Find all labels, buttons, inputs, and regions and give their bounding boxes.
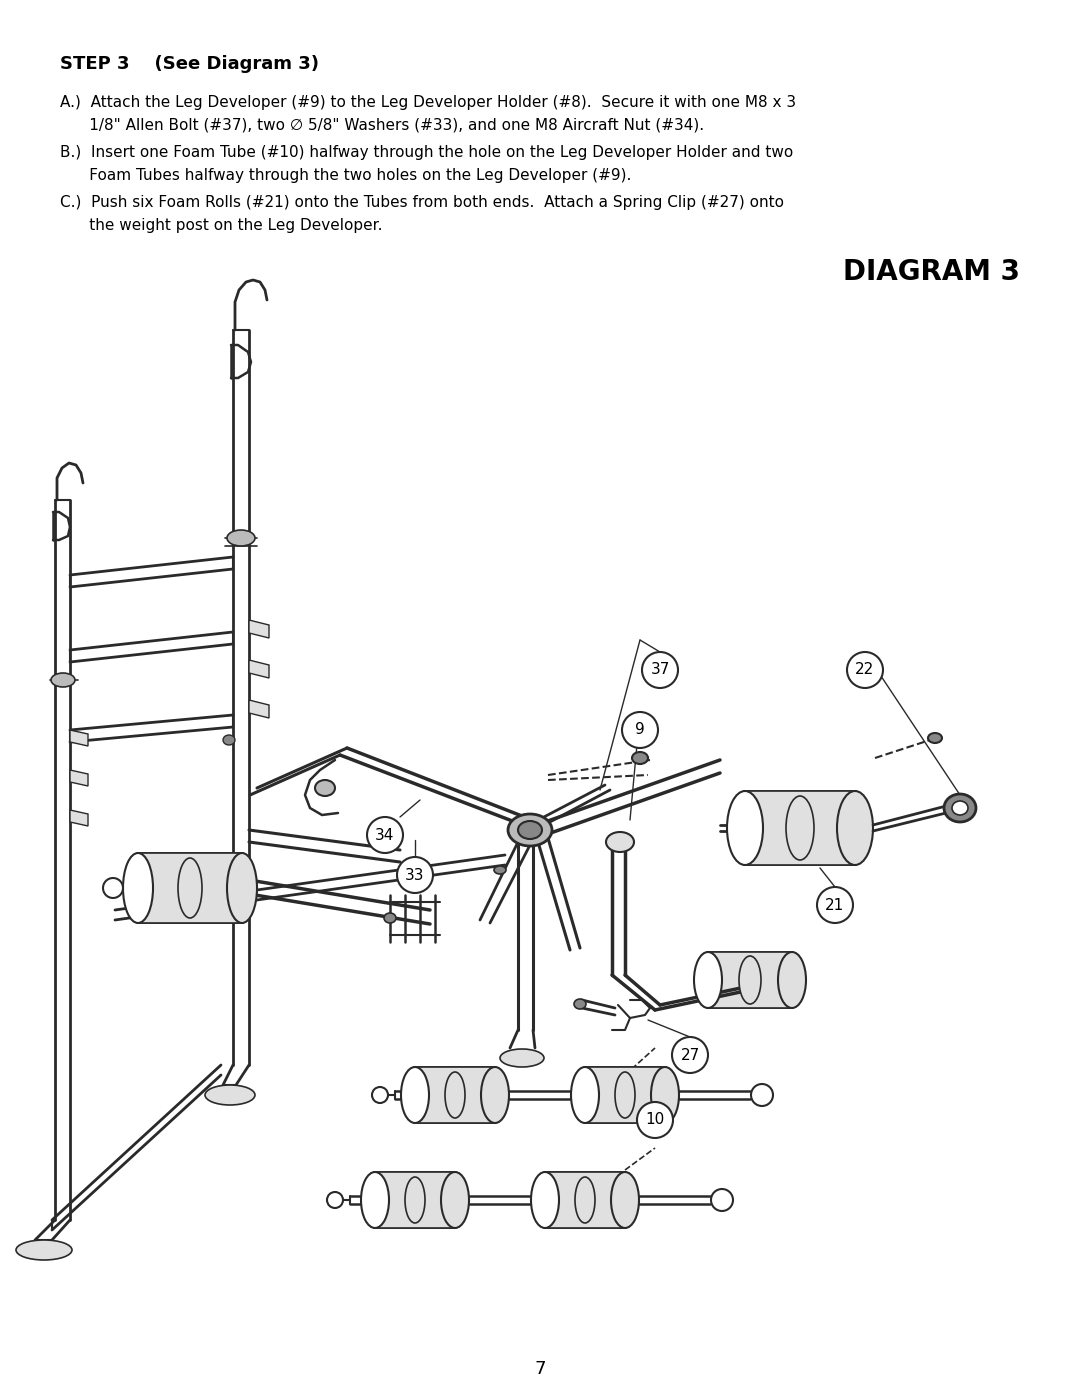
Polygon shape <box>708 951 792 1009</box>
Text: 21: 21 <box>825 897 845 912</box>
Ellipse shape <box>751 1084 773 1106</box>
Text: 9: 9 <box>635 722 645 738</box>
Polygon shape <box>249 620 269 638</box>
Ellipse shape <box>494 866 507 875</box>
Ellipse shape <box>573 999 586 1009</box>
Ellipse shape <box>951 800 968 814</box>
Polygon shape <box>585 1067 665 1123</box>
Ellipse shape <box>372 1087 388 1104</box>
Circle shape <box>622 712 658 747</box>
Ellipse shape <box>445 1071 465 1118</box>
Polygon shape <box>70 770 87 787</box>
Text: STEP 3    (See Diagram 3): STEP 3 (See Diagram 3) <box>60 54 319 73</box>
Text: Foam Tubes halfway through the two holes on the Leg Developer (#9).: Foam Tubes halfway through the two holes… <box>60 168 632 183</box>
Circle shape <box>637 1102 673 1139</box>
Ellipse shape <box>405 1178 426 1222</box>
Circle shape <box>642 652 678 687</box>
Text: DIAGRAM 3: DIAGRAM 3 <box>843 258 1020 286</box>
Ellipse shape <box>571 1067 599 1123</box>
Text: 7: 7 <box>535 1361 545 1377</box>
Text: B.)  Insert one Foam Tube (#10) halfway through the hole on the Leg Developer Ho: B.) Insert one Foam Tube (#10) halfway t… <box>60 145 793 161</box>
Polygon shape <box>375 1172 455 1228</box>
Ellipse shape <box>361 1172 389 1228</box>
Text: 33: 33 <box>405 868 424 883</box>
Ellipse shape <box>51 673 75 687</box>
Ellipse shape <box>711 1189 733 1211</box>
Polygon shape <box>415 1067 495 1123</box>
Polygon shape <box>745 791 855 865</box>
Ellipse shape <box>651 1067 679 1123</box>
Ellipse shape <box>384 914 396 923</box>
Ellipse shape <box>531 1172 559 1228</box>
Ellipse shape <box>928 733 942 743</box>
Ellipse shape <box>103 877 123 898</box>
Circle shape <box>816 887 853 923</box>
Ellipse shape <box>123 854 153 923</box>
Ellipse shape <box>401 1067 429 1123</box>
Ellipse shape <box>500 1049 544 1067</box>
Text: 34: 34 <box>376 827 394 842</box>
Ellipse shape <box>441 1172 469 1228</box>
Ellipse shape <box>222 735 235 745</box>
Ellipse shape <box>227 529 255 546</box>
Polygon shape <box>138 854 242 923</box>
Circle shape <box>672 1037 708 1073</box>
Circle shape <box>847 652 883 687</box>
Ellipse shape <box>632 752 648 764</box>
Ellipse shape <box>205 1085 255 1105</box>
Circle shape <box>367 817 403 854</box>
Ellipse shape <box>739 956 761 1004</box>
Text: C.)  Push six Foam Rolls (#21) onto the Tubes from both ends.  Attach a Spring C: C.) Push six Foam Rolls (#21) onto the T… <box>60 196 784 210</box>
Text: 10: 10 <box>646 1112 664 1127</box>
Ellipse shape <box>481 1067 509 1123</box>
Ellipse shape <box>694 951 723 1009</box>
Circle shape <box>397 856 433 893</box>
Text: 22: 22 <box>855 662 875 678</box>
Ellipse shape <box>837 791 873 865</box>
Polygon shape <box>249 659 269 678</box>
Ellipse shape <box>778 951 806 1009</box>
Ellipse shape <box>606 833 634 852</box>
Polygon shape <box>545 1172 625 1228</box>
Polygon shape <box>70 731 87 746</box>
Text: A.)  Attach the Leg Developer (#9) to the Leg Developer Holder (#8).  Secure it : A.) Attach the Leg Developer (#9) to the… <box>60 95 796 110</box>
Ellipse shape <box>315 780 335 796</box>
Text: the weight post on the Leg Developer.: the weight post on the Leg Developer. <box>60 218 382 233</box>
Ellipse shape <box>727 791 762 865</box>
Text: 27: 27 <box>680 1048 700 1063</box>
Ellipse shape <box>575 1178 595 1222</box>
Ellipse shape <box>944 793 976 821</box>
Ellipse shape <box>786 796 814 861</box>
Ellipse shape <box>611 1172 639 1228</box>
Text: 1/8" Allen Bolt (#37), two ∅ 5/8" Washers (#33), and one M8 Aircraft Nut (#34).: 1/8" Allen Bolt (#37), two ∅ 5/8" Washer… <box>60 117 704 133</box>
Polygon shape <box>70 810 87 826</box>
Polygon shape <box>249 700 269 718</box>
Ellipse shape <box>16 1241 72 1260</box>
Ellipse shape <box>227 854 257 923</box>
Ellipse shape <box>327 1192 343 1208</box>
Ellipse shape <box>518 821 542 840</box>
Ellipse shape <box>178 858 202 918</box>
Ellipse shape <box>615 1071 635 1118</box>
Text: 37: 37 <box>650 662 670 678</box>
Ellipse shape <box>508 814 552 847</box>
